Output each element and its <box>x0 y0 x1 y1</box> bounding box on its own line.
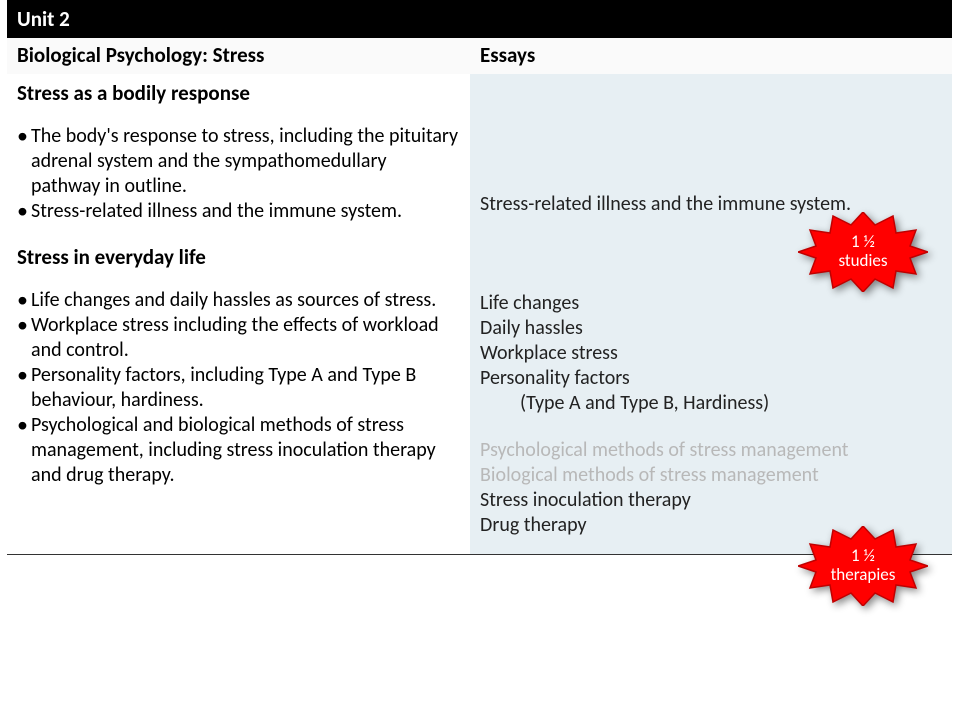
table-header: Unit 2 <box>7 0 952 38</box>
essay-line: Stress inoculation therapy <box>480 488 942 513</box>
essay-line: Workplace stress <box>480 341 942 366</box>
section2-title: Stress in everyday life <box>17 244 460 270</box>
table-subheader: Biological Psychology: Stress Essays <box>7 38 952 74</box>
left-column: Stress as a bodily response The body's r… <box>7 74 470 554</box>
essay-line: Personality factors <box>480 366 942 391</box>
essay-line-indent: (Type A and Type B, Hardiness) <box>480 391 942 416</box>
subheader-left: Biological Psychology: Stress <box>7 38 470 74</box>
starburst-studies: 1 ½ studies <box>798 212 928 292</box>
burst-line2: studies <box>838 250 887 271</box>
essay-line: Life changes <box>480 291 942 316</box>
section2-list: Life changes and daily hassles as source… <box>17 288 460 488</box>
list-item: Stress-related illness and the immune sy… <box>17 199 460 224</box>
list-item: Life changes and daily hassles as source… <box>17 288 460 313</box>
right-column: Stress-related illness and the immune sy… <box>470 74 952 554</box>
unit-title: Unit 2 <box>17 6 70 32</box>
section1-title: Stress as a bodily response <box>17 80 460 106</box>
list-item: Psychological and biological methods of … <box>17 413 460 488</box>
section1-list: The body's response to stress, including… <box>17 124 460 224</box>
essay-line: Daily hassles <box>480 316 942 341</box>
list-item: Personality factors, including Type A an… <box>17 363 460 413</box>
content-table: Unit 2 Biological Psychology: Stress Ess… <box>7 0 952 555</box>
essay-topics: Stress-related illness and the immune sy… <box>480 80 942 538</box>
starburst-label: 1 ½ therapies <box>831 547 896 584</box>
list-item: The body's response to stress, including… <box>17 124 460 199</box>
essay-line-faded: Biological methods of stress management <box>480 463 942 488</box>
essay-line-faded: Psychological methods of stress manageme… <box>480 438 942 463</box>
table-body-row: Stress as a bodily response The body's r… <box>7 74 952 554</box>
spacer <box>480 416 942 438</box>
list-item: Workplace stress including the effects o… <box>17 313 460 363</box>
subheader-right: Essays <box>470 38 952 74</box>
starburst-therapies: 1 ½ therapies <box>798 526 928 606</box>
burst-line2: therapies <box>831 564 896 585</box>
spacer <box>480 80 942 192</box>
starburst-label: 1 ½ studies <box>838 233 887 270</box>
